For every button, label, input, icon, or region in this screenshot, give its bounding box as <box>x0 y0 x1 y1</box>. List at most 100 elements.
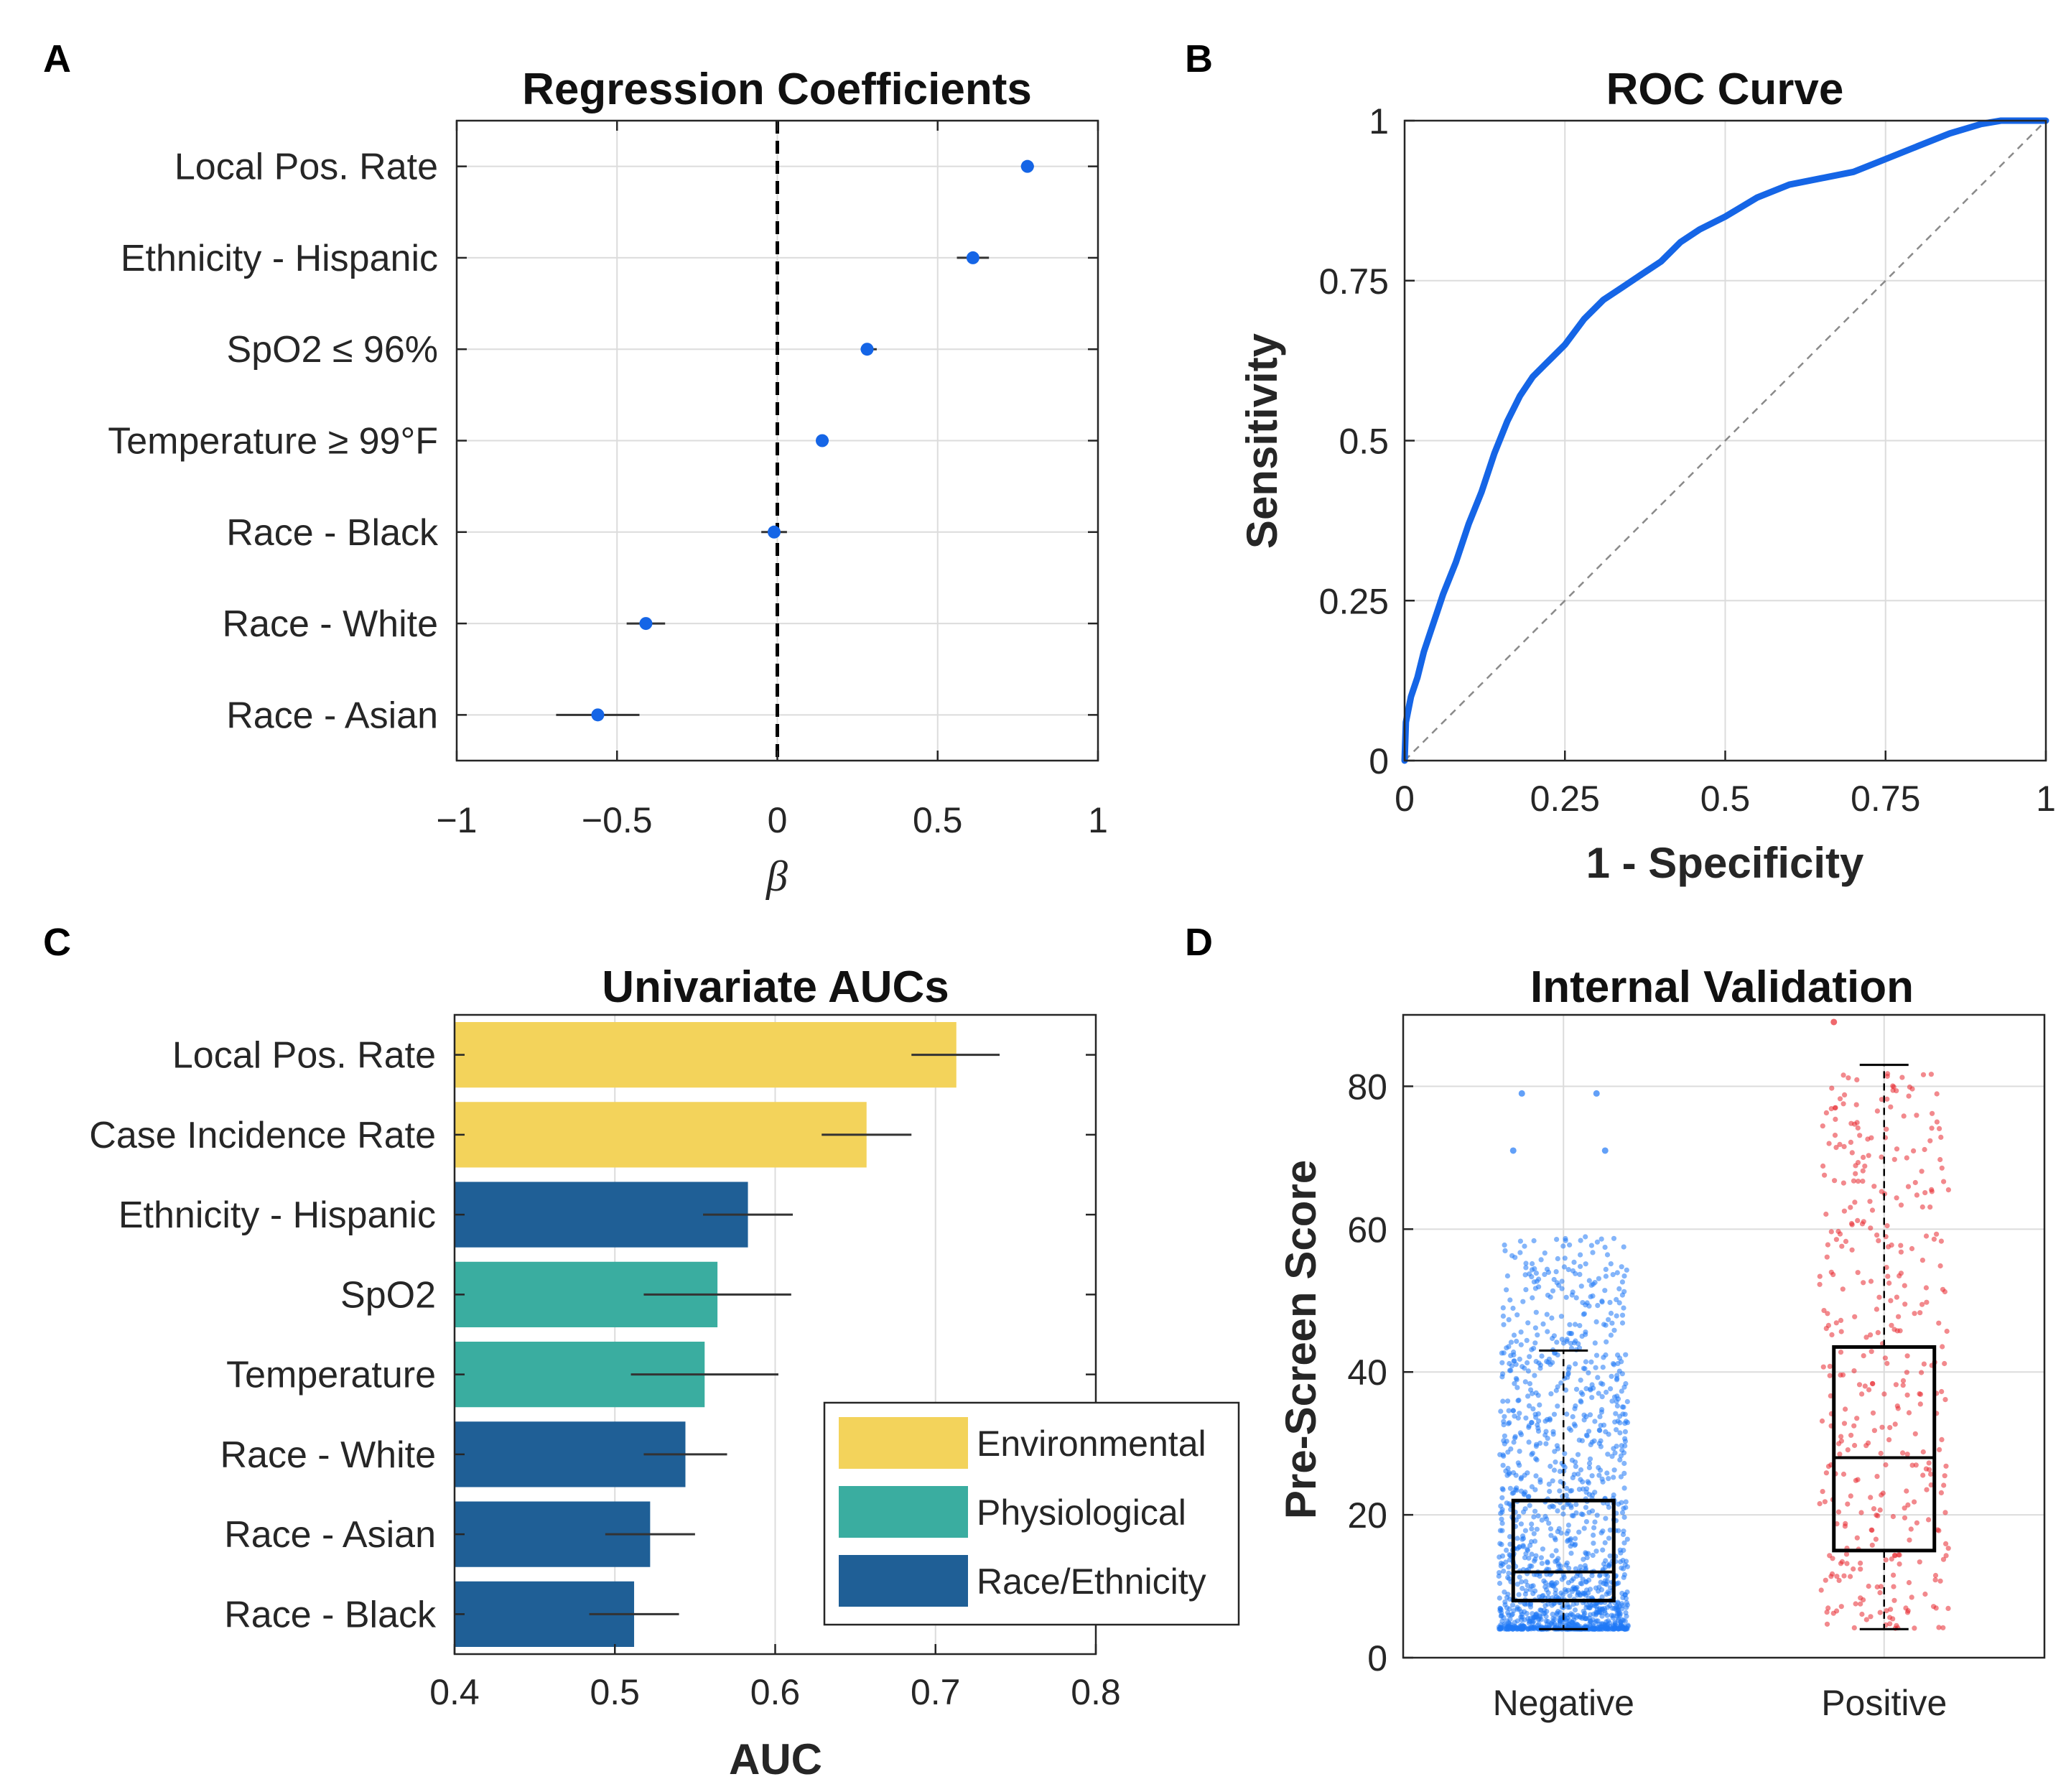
d-jitter-point <box>1578 1238 1583 1243</box>
d-jitter-point <box>1879 1154 1884 1160</box>
d-jitter-point <box>1497 1541 1503 1546</box>
d-jitter-point <box>1611 1327 1617 1333</box>
d-jitter-point <box>1543 1613 1549 1620</box>
d-jitter-point <box>1837 1141 1843 1147</box>
b-xtick-label: 0 <box>1395 779 1415 819</box>
d-jitter-point <box>1523 1415 1529 1421</box>
d-jitter-point <box>1897 1273 1902 1278</box>
d-jitter-point <box>1512 1358 1517 1364</box>
d-jitter-point <box>1589 1573 1595 1579</box>
d-jitter-point <box>1510 1602 1516 1608</box>
d-jitter-point <box>1583 1329 1588 1335</box>
b-roc-curve-line <box>1401 117 2049 764</box>
panel-b: B ROC Curve 00 0.25 0.25 0.5 0.5 0.75 0.75 1 1 1… <box>1185 37 2056 887</box>
d-jitter-point <box>1565 1366 1572 1372</box>
d-jitter-point <box>1875 1329 1881 1335</box>
d-jitter-point <box>1597 1413 1603 1419</box>
d-jitter-point <box>1532 1538 1538 1544</box>
d-jitter-point <box>1573 1295 1579 1301</box>
d-jitter-point <box>1854 1416 1860 1421</box>
d-jitter-point <box>1539 1353 1545 1359</box>
d-jitter-point <box>1588 1243 1594 1248</box>
d-jitter-point <box>1616 1300 1622 1306</box>
d-jitter-point <box>1586 1429 1592 1434</box>
d-jitter-point <box>1823 1470 1829 1476</box>
d-jitter-point <box>1597 1624 1603 1630</box>
d-jitter-point <box>1586 1551 1591 1556</box>
d-jitter-point <box>1551 1467 1558 1473</box>
d-jitter-point <box>1859 1221 1866 1227</box>
d-jitter-point <box>1870 1410 1876 1416</box>
d-jitter-point <box>1502 1621 1507 1628</box>
d-jitter-point <box>1511 1439 1517 1445</box>
d-jitter-point <box>1938 1238 1944 1244</box>
d-jitter-point <box>1622 1592 1628 1598</box>
d-jitter-point <box>1601 1422 1607 1428</box>
d-jitter-point <box>1611 1492 1616 1498</box>
d-jitter-point <box>1853 1601 1858 1607</box>
d-jitter-point <box>1559 1278 1565 1284</box>
d-jitter-point <box>1922 1591 1928 1597</box>
d-jitter-point <box>1535 1513 1541 1519</box>
panel-b-ticks: 00 0.25 0.25 0.5 0.5 0.75 0.75 1 1 <box>1319 101 2056 819</box>
d-jitter-point <box>1884 1126 1889 1132</box>
d-jitter-point <box>1924 1487 1930 1492</box>
d-jitter-point <box>1604 1339 1609 1345</box>
panel-a-marks <box>556 121 1034 761</box>
d-jitter-point <box>1548 1463 1553 1470</box>
d-jitter-point <box>1936 1320 1942 1326</box>
b-ytick-label: 0 <box>1369 741 1389 781</box>
d-jitter-point <box>1607 1602 1613 1609</box>
d-jitter-point <box>1851 1178 1857 1184</box>
c-category-label: Case Incidence Rate <box>89 1115 436 1156</box>
d-jitter-point <box>1507 1557 1512 1563</box>
d-jitter-point <box>1578 1564 1583 1569</box>
d-jitter-point <box>1844 1561 1850 1566</box>
d-jitter-point <box>1500 1371 1506 1377</box>
d-jitter-point <box>1511 1470 1517 1476</box>
d-jitter-point <box>1527 1354 1532 1360</box>
d-jitter-point <box>1554 1443 1560 1449</box>
d-jitter-point <box>1614 1403 1620 1409</box>
d-jitter-point <box>1529 1526 1535 1532</box>
d-jitter-point <box>1825 1242 1830 1248</box>
d-jitter-point <box>1928 1482 1934 1488</box>
d-jitter-point <box>1558 1610 1563 1615</box>
d-jitter-point <box>1589 1439 1595 1445</box>
c-category-label: Race - Black <box>224 1594 437 1635</box>
d-jitter-point <box>1531 1514 1537 1520</box>
d-jitter-point <box>1942 1289 1947 1295</box>
d-jitter-point <box>1565 1580 1571 1586</box>
d-jitter-point <box>1514 1605 1520 1610</box>
d-jitter-point <box>1898 1243 1904 1248</box>
a-coefficient-point <box>816 434 829 447</box>
d-jitter-point <box>1497 1626 1502 1632</box>
b-xtick-label: 0.5 <box>1700 779 1751 819</box>
d-jitter-point <box>1557 1469 1563 1475</box>
d-jitter-point <box>1601 1322 1607 1327</box>
d-jitter-point <box>1600 1365 1606 1370</box>
d-jitter-point <box>1855 1125 1861 1131</box>
d-jitter-point <box>1563 1387 1569 1393</box>
d-jitter-point <box>1531 1238 1537 1244</box>
d-jitter-point <box>1525 1470 1530 1476</box>
d-jitter-point <box>1501 1568 1507 1574</box>
d-jitter-point <box>1583 1490 1589 1495</box>
d-jitter-point <box>1611 1362 1617 1368</box>
d-jitter-point <box>1607 1527 1613 1533</box>
d-jitter-point <box>1834 1608 1840 1614</box>
d-jitter-point <box>1560 1340 1567 1346</box>
d-jitter-point <box>1592 1519 1598 1525</box>
d-jitter-point <box>1891 1327 1897 1332</box>
d-jitter-point <box>1868 1495 1874 1500</box>
d-jitter-point <box>1540 1321 1546 1327</box>
d-jitter-point <box>1621 1540 1627 1546</box>
d-jitter-point <box>1545 1621 1550 1627</box>
d-jitter-point <box>1904 1155 1909 1161</box>
d-jitter-point <box>1617 1612 1623 1619</box>
d-jitter-point <box>1608 1310 1614 1317</box>
d-jitter-point <box>1883 1462 1889 1468</box>
d-jitter-point <box>1573 1502 1579 1508</box>
d-jitter-point <box>1820 1364 1826 1370</box>
d-jitter-point <box>1828 1393 1833 1399</box>
